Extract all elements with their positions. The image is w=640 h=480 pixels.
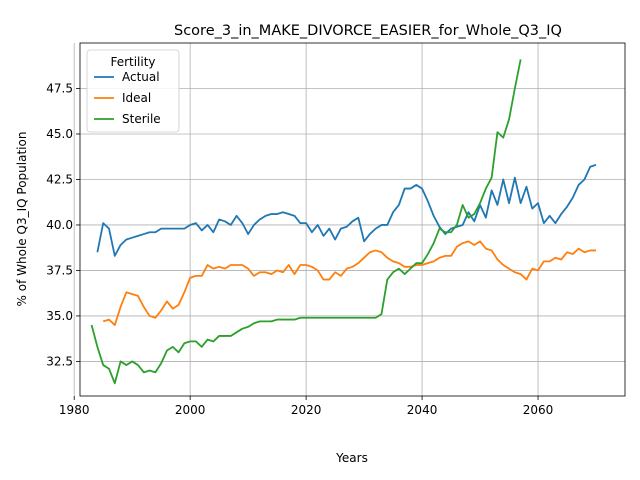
y-tick-label: 35.0 [46,309,73,323]
legend-label-ideal: Ideal [122,91,151,105]
x-axis-label: Years [335,451,368,465]
y-tick-label: 42.5 [46,172,73,186]
x-tick-label: 2060 [523,403,554,417]
chart-title: Score_3_in_MAKE_DIVORCE_EASIER_for_Whole… [174,23,562,39]
grid [73,43,625,396]
legend-label-actual: Actual [122,70,160,84]
x-axis: 1980 2000 2020 2040 2060 [59,396,553,417]
series-line-actual [96,164,597,257]
y-axis-label: % of Whole Q3_IQ Population [15,132,29,307]
legend: Fertility Actual Ideal Sterile [86,49,180,133]
x-tick-label: 2040 [407,403,438,417]
x-tick-label: 1980 [59,403,90,417]
x-tick-label: 2000 [175,403,206,417]
series-line-ideal [102,240,597,326]
plot-frame [79,42,626,397]
y-tick-label: 47.5 [46,81,73,95]
legend-label-sterile: Sterile [122,112,161,126]
y-axis: 32.5 35.0 37.5 40.0 42.5 45.0 47.5 [46,81,80,368]
series-layer [90,59,597,385]
x-tick-label: 2020 [291,403,322,417]
y-tick-label: 45.0 [46,127,73,141]
series-line-sterile [90,59,522,385]
y-tick-label: 32.5 [46,354,73,368]
legend-title: Fertility [110,55,155,69]
legend-box [86,49,180,133]
y-tick-label: 37.5 [46,263,73,277]
y-tick-label: 40.0 [46,218,73,232]
